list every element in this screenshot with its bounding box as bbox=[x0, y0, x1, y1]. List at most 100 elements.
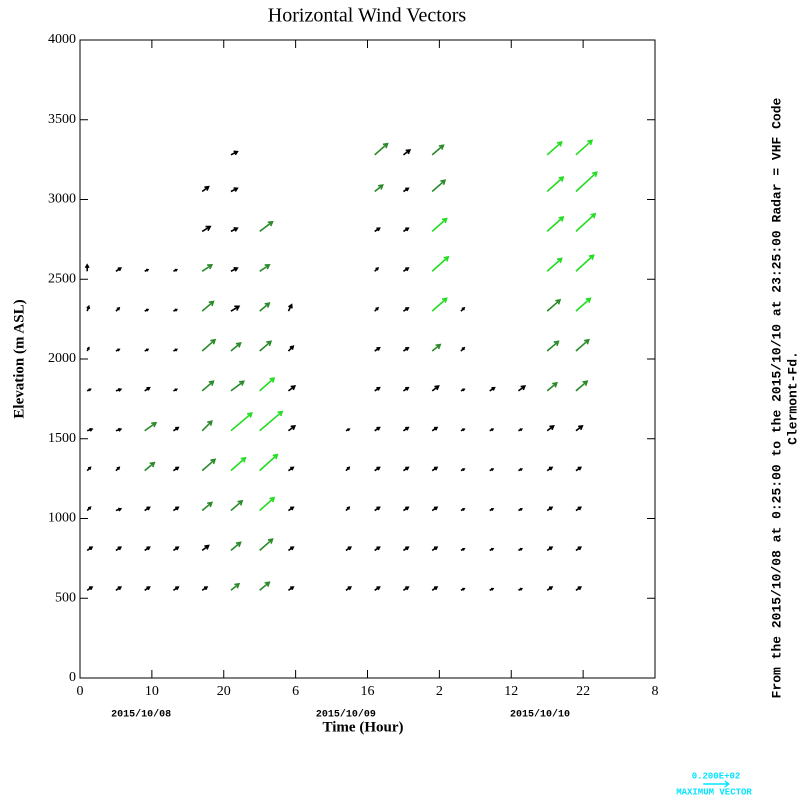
wind-vector bbox=[546, 381, 558, 392]
wind-vector bbox=[144, 268, 150, 272]
wind-vector bbox=[287, 586, 295, 591]
wind-vector bbox=[374, 346, 381, 352]
wind-vector bbox=[172, 506, 180, 512]
wind-vector bbox=[173, 268, 179, 272]
wind-vector bbox=[374, 306, 379, 312]
x-axis-label: Time (Hour) bbox=[323, 719, 404, 735]
wind-vector bbox=[402, 506, 410, 512]
y-axis-label: Elevation (m ASL) bbox=[11, 299, 27, 418]
x-tick-label: 6 bbox=[292, 684, 299, 699]
wind-vector bbox=[86, 304, 91, 312]
x-tick-label: 8 bbox=[652, 684, 659, 699]
wind-vector bbox=[201, 458, 217, 472]
wind-vector bbox=[374, 266, 379, 272]
wind-vector bbox=[115, 586, 123, 591]
wind-vector bbox=[230, 266, 239, 272]
wind-vector bbox=[84, 263, 90, 272]
wind-vector bbox=[345, 506, 351, 512]
wind-vector bbox=[86, 506, 92, 512]
wind-vector bbox=[230, 305, 241, 312]
wind-vector bbox=[546, 506, 554, 512]
wind-vector bbox=[172, 586, 180, 591]
wind-vector bbox=[86, 346, 90, 352]
wind-vector bbox=[517, 385, 527, 392]
wind-vector bbox=[431, 217, 448, 232]
wind-vector bbox=[489, 587, 495, 591]
y-tick-label: 1500 bbox=[48, 431, 76, 446]
wind-vector bbox=[546, 425, 555, 432]
wind-vector bbox=[287, 425, 297, 432]
wind-vector bbox=[402, 227, 410, 233]
wind-vector bbox=[115, 546, 123, 552]
max-vector-arrow bbox=[703, 780, 730, 788]
y-tick-label: 3500 bbox=[48, 112, 76, 127]
wind-vector bbox=[86, 466, 92, 472]
wind-vector bbox=[402, 386, 410, 392]
wind-vector bbox=[259, 264, 271, 272]
wind-vector bbox=[230, 150, 239, 156]
wind-vector bbox=[374, 184, 384, 193]
wind-vector bbox=[144, 461, 156, 472]
wind-vector bbox=[460, 468, 466, 472]
wind-vector bbox=[402, 586, 410, 591]
wind-vector bbox=[460, 547, 466, 552]
wind-vector bbox=[230, 456, 247, 472]
wind-vector bbox=[144, 506, 151, 512]
y-tick-label: 4000 bbox=[48, 32, 76, 47]
wind-vector bbox=[201, 264, 214, 272]
wind-vector bbox=[518, 547, 524, 552]
wind-vector bbox=[287, 385, 297, 392]
wind-vector bbox=[460, 346, 466, 352]
wind-vector bbox=[230, 227, 239, 233]
x-tick-label: 2 bbox=[436, 684, 443, 699]
wind-vector bbox=[546, 546, 554, 552]
wind-vector bbox=[201, 544, 210, 552]
wind-vector bbox=[489, 507, 495, 512]
wind-vector bbox=[575, 212, 597, 232]
x-tick-label: 22 bbox=[576, 684, 590, 699]
wind-vector bbox=[144, 421, 158, 432]
wind-vector bbox=[287, 546, 295, 552]
y-tick-label: 500 bbox=[55, 590, 76, 605]
wind-vector bbox=[546, 176, 565, 193]
wind-vector bbox=[230, 342, 242, 352]
wind-vector bbox=[345, 586, 353, 591]
wind-vector bbox=[86, 427, 94, 432]
y-tick-label: 1000 bbox=[48, 511, 76, 526]
wind-vector bbox=[546, 586, 554, 591]
wind-vector bbox=[489, 386, 496, 392]
wind-vector bbox=[259, 302, 271, 312]
wind-vector bbox=[287, 303, 293, 312]
wind-vector bbox=[259, 340, 273, 352]
wind-vector bbox=[230, 541, 242, 552]
wind-vector bbox=[144, 386, 151, 392]
wind-vector bbox=[575, 380, 589, 392]
wind-vector bbox=[546, 298, 562, 312]
wind-vector bbox=[402, 546, 410, 552]
wind-vector bbox=[287, 506, 295, 512]
wind-vector bbox=[431, 385, 440, 392]
x-tick-label: 20 bbox=[217, 684, 231, 699]
wind-vector bbox=[546, 215, 565, 232]
wind-vector bbox=[374, 227, 381, 233]
wind-vector bbox=[173, 348, 179, 352]
wind-vector bbox=[518, 468, 524, 472]
wind-vector bbox=[575, 254, 595, 272]
wind-vector bbox=[460, 388, 466, 392]
wind-vector bbox=[489, 547, 495, 552]
wind-vector bbox=[575, 586, 583, 591]
wind-vector bbox=[431, 426, 439, 432]
wind-vector bbox=[115, 348, 121, 352]
wind-vector bbox=[431, 255, 450, 272]
plot-frame bbox=[79, 39, 656, 679]
wind-vector bbox=[259, 220, 274, 233]
wind-vector bbox=[431, 506, 439, 512]
wind-vector bbox=[402, 187, 410, 193]
wind-vector bbox=[546, 466, 554, 472]
wind-vector bbox=[201, 501, 213, 512]
wind-vector bbox=[172, 426, 180, 432]
wind-vector bbox=[460, 428, 466, 432]
wind-vector bbox=[402, 149, 412, 156]
wind-vector bbox=[374, 546, 381, 552]
date-label: 2015/10/10 bbox=[510, 709, 570, 721]
